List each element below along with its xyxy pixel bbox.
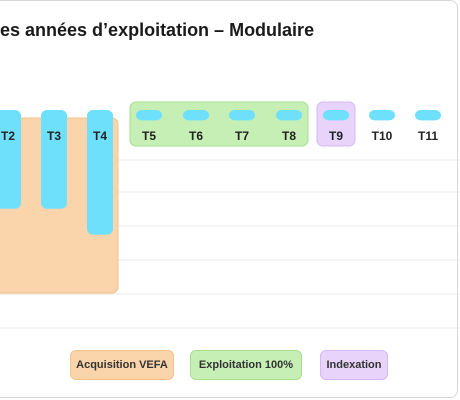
legend-indexation: Indexation — [320, 350, 388, 380]
tick-label-t11: T11 — [418, 129, 438, 143]
tick-label-t5: T5 — [142, 129, 156, 143]
tick-label-t3: T3 — [47, 129, 61, 143]
bar-t3 — [41, 110, 67, 209]
legend-exploitation: Exploitation 100% — [190, 350, 302, 380]
bar-t11 — [415, 110, 441, 121]
tick-label-t9: T9 — [329, 129, 343, 143]
bar-t4 — [87, 110, 113, 235]
tick-label-t10: T10 — [372, 129, 393, 143]
bar-t5 — [136, 110, 162, 121]
bar-t2 — [0, 110, 21, 209]
legend-acquisition-vefa: Acquisition VEFA — [70, 350, 174, 380]
legend-exploitation-label: Exploitation 100% — [198, 359, 294, 371]
legend-acquisition-label: Acquisition VEFA — [76, 359, 168, 371]
chart-title: es années d’exploitation – Modulaire — [0, 20, 315, 40]
bar-t9 — [323, 110, 349, 121]
tick-label-t7: T7 — [235, 129, 249, 143]
tick-label-t6: T6 — [189, 129, 203, 143]
phase-band-exploitation — [129, 101, 309, 147]
bar-t7 — [229, 110, 255, 121]
bar-t8 — [276, 110, 302, 121]
legend-indexation-label: Indexation — [326, 359, 382, 371]
bar-t10 — [369, 110, 395, 121]
bar-t6 — [183, 110, 209, 121]
tick-label-t8: T8 — [282, 129, 296, 143]
tick-label-t4: T4 — [93, 129, 107, 143]
tick-label-t2: T2 — [1, 129, 15, 143]
